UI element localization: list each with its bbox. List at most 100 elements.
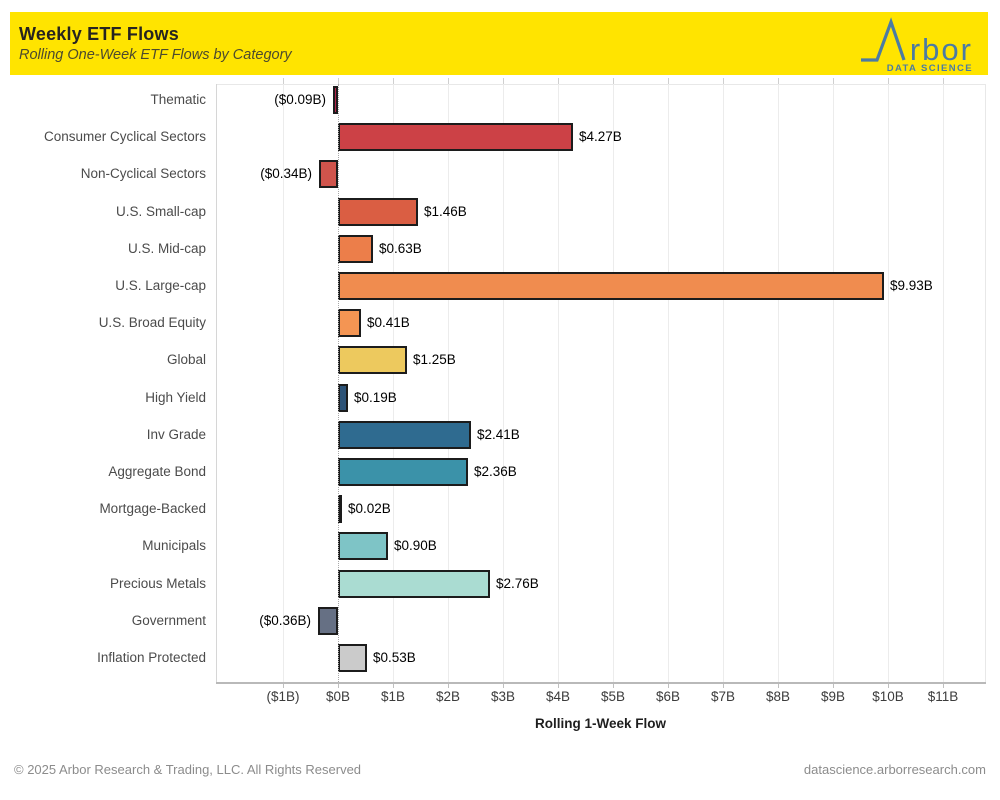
bar-consumer-cyclical-sectors [338, 123, 573, 152]
axis-top-tick [723, 78, 724, 84]
bar-global [338, 346, 407, 375]
value-label-u-s-small-cap: $1.46B [424, 203, 467, 219]
value-label-u-s-mid-cap: $0.63B [379, 240, 422, 256]
x-tick-label: $3B [490, 689, 516, 704]
x-tick-label: $2B [435, 689, 461, 704]
axis-top-tick [503, 78, 504, 84]
category-label-u-s-small-cap: U.S. Small-cap [115, 203, 206, 219]
copyright-text: © 2025 Arbor Research & Trading, LLC. Al… [14, 762, 362, 777]
value-label-u-s-large-cap: $9.93B [890, 278, 933, 293]
gridline [393, 84, 394, 682]
bar-inflation-protected [338, 644, 367, 672]
axis-top-tick [448, 78, 449, 84]
bar-precious-metals [338, 569, 490, 598]
bar-u-s-broad-equity [338, 309, 361, 338]
website-text: datascience.arborresearch.com [803, 762, 986, 777]
value-label-global: $1.25B [413, 352, 456, 368]
bar-u-s-mid-cap [338, 234, 373, 263]
value-label-government: ($0.36B) [259, 612, 311, 628]
category-label-inv-grade: Inv Grade [146, 426, 206, 442]
category-label-precious-metals: Precious Metals [109, 575, 206, 591]
gridline [833, 84, 834, 682]
gridline [613, 84, 614, 682]
header-banner: Weekly ETF Flows Rolling One-Week ETF Fl… [10, 12, 988, 75]
bar-u-s-large-cap [338, 272, 884, 300]
arbor-tree-mark-icon [861, 16, 906, 62]
value-label-precious-metals: $2.76B [496, 575, 539, 591]
axis-bottom-tick [888, 682, 889, 688]
bar-government [318, 606, 338, 635]
category-label-non-cyclical-sectors: Non-Cyclical Sectors [80, 166, 206, 182]
value-label-consumer-cyclical-sectors: $4.27B [579, 129, 622, 145]
axis-top-tick [888, 78, 889, 84]
axis-top-tick [943, 78, 944, 84]
category-label-u-s-mid-cap: U.S. Mid-cap [127, 240, 206, 256]
zero-reference-line [338, 84, 339, 682]
axis-bottom-tick [833, 682, 834, 688]
axis-bottom-tick [943, 682, 944, 688]
axis-top-tick [613, 78, 614, 84]
bar-municipals [338, 532, 388, 561]
category-label-global: Global [166, 352, 206, 368]
value-label-high-yield: $0.19B [354, 389, 397, 405]
bar-thematic [333, 86, 338, 114]
bar-u-s-small-cap [338, 197, 418, 226]
axis-top-tick [338, 78, 339, 84]
axis-top-tick [833, 78, 834, 84]
gridline [448, 84, 449, 682]
plot-border-right [985, 84, 986, 682]
axis-bottom-tick [558, 682, 559, 688]
x-tick-label: $4B [545, 689, 571, 704]
category-label-inflation-protected: Inflation Protected [97, 650, 206, 665]
value-label-inflation-protected: $0.53B [373, 650, 416, 665]
value-label-u-s-broad-equity: $0.41B [367, 315, 410, 331]
axis-bottom-tick [723, 682, 724, 688]
gridline [283, 84, 284, 682]
x-tick-label: $7B [710, 689, 736, 704]
arbor-logo-graphic: rbor DATA SCIENCE [861, 16, 973, 73]
bar-aggregate-bond [338, 458, 468, 486]
x-axis-line [216, 682, 986, 684]
gridline [888, 84, 889, 682]
category-label-high-yield: High Yield [145, 389, 206, 405]
category-label-consumer-cyclical-sectors: Consumer Cyclical Sectors [43, 129, 206, 145]
value-label-mortgage-backed: $0.02B [348, 501, 391, 517]
gridline [503, 84, 504, 682]
bar-non-cyclical-sectors [319, 160, 338, 189]
value-label-aggregate-bond: $2.36B [474, 464, 517, 479]
y-axis-line [216, 84, 217, 682]
axis-bottom-tick [283, 682, 284, 688]
axis-bottom-tick [668, 682, 669, 688]
plot-border-top [216, 84, 985, 85]
logo-tagline: DATA SCIENCE [887, 63, 973, 73]
value-label-non-cyclical-sectors: ($0.34B) [260, 166, 312, 182]
category-label-aggregate-bond: Aggregate Bond [108, 464, 206, 479]
category-label-government: Government [131, 612, 206, 628]
axis-bottom-tick [393, 682, 394, 688]
logo-wordmark: rbor [910, 32, 973, 67]
bar-high-yield [338, 383, 348, 412]
axis-top-tick [778, 78, 779, 84]
x-tick-label: $9B [820, 689, 846, 704]
axis-bottom-tick [503, 682, 504, 688]
header-titles: Weekly ETF Flows Rolling One-Week ETF Fl… [10, 22, 292, 65]
page-title: Weekly ETF Flows [19, 24, 179, 44]
axis-top-tick [558, 78, 559, 84]
category-label-thematic: Thematic [150, 92, 206, 107]
category-label-u-s-large-cap: U.S. Large-cap [115, 278, 206, 293]
axis-bottom-tick [613, 682, 614, 688]
category-label-mortgage-backed: Mortgage-Backed [99, 501, 206, 517]
axis-top-tick [393, 78, 394, 84]
x-tick-label: ($1B) [266, 689, 300, 704]
x-tick-label: $8B [765, 689, 791, 704]
axis-bottom-tick [448, 682, 449, 688]
page-subtitle: Rolling One-Week ETF Flows by Category [19, 47, 292, 63]
gridline [778, 84, 779, 682]
category-label-u-s-broad-equity: U.S. Broad Equity [98, 315, 206, 331]
bar-inv-grade [338, 420, 471, 449]
gridline [668, 84, 669, 682]
x-axis-title: Rolling 1-Week Flow [534, 716, 666, 731]
value-label-municipals: $0.90B [394, 538, 437, 554]
value-label-inv-grade: $2.41B [477, 426, 520, 442]
